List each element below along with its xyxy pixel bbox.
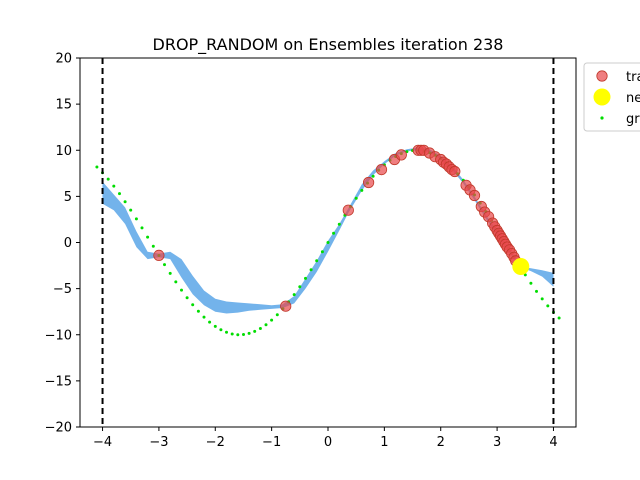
ground-truth-point (163, 263, 166, 267)
plot-area (95, 58, 561, 427)
ground-truth-point (275, 313, 279, 317)
y-tick-label: −5 (53, 282, 72, 297)
y-tick-label: 0 (64, 236, 72, 251)
ground-truth-point (292, 293, 296, 297)
new-point (512, 258, 530, 275)
training-point (280, 300, 292, 312)
legend-label: tra (626, 70, 640, 85)
y-tick-label: 5 (64, 190, 72, 205)
ground-truth-point (208, 320, 212, 324)
ground-truth-point (151, 244, 155, 248)
ground-truth-point (140, 226, 144, 230)
legend-marker-ground-truth (600, 116, 604, 120)
ground-truth-point (354, 196, 358, 200)
ground-truth-point (230, 332, 234, 336)
ground-truth-point (258, 327, 262, 330)
ground-truth-point (360, 188, 364, 192)
ground-truth-point (557, 316, 561, 320)
legend-label: gr (626, 112, 640, 127)
ground-truth-point (270, 318, 274, 322)
legend-marker-new-point (593, 88, 611, 106)
ground-truth-point (95, 165, 99, 169)
x-tick-label: 4 (549, 435, 557, 450)
ground-truth-point (309, 268, 313, 272)
plot-content (95, 58, 561, 427)
ground-truth-point (112, 184, 116, 188)
ground-truth-point (146, 235, 150, 239)
x-tick-label: 3 (493, 435, 501, 450)
ground-truth-point (202, 315, 206, 319)
x-tick-label: −4 (93, 435, 112, 450)
x-tick-label: 2 (437, 435, 445, 450)
ground-truth-point (219, 328, 223, 332)
x-tick-label: −2 (206, 435, 225, 450)
ground-truth-point (213, 324, 217, 328)
training-point (362, 176, 375, 189)
y-tick-label: −10 (45, 328, 72, 343)
ground-truth-point (174, 280, 178, 284)
ground-truth-point (315, 259, 319, 263)
x-tick-label: −1 (262, 435, 281, 450)
legend-label: ne (626, 91, 640, 106)
x-tick-label: 0 (324, 435, 332, 450)
y-tick-label: 20 (55, 52, 72, 67)
ground-truth-point (242, 333, 245, 336)
ground-truth-point (304, 276, 307, 280)
training-point (375, 164, 388, 176)
training-point (395, 149, 407, 161)
ground-truth-point (332, 231, 336, 235)
x-tick-label: 1 (380, 435, 388, 450)
y-tick-label: 10 (55, 144, 72, 159)
legend-box (583, 62, 640, 132)
training-point (342, 204, 354, 216)
ground-truth-point (298, 285, 302, 289)
ground-truth-point (168, 271, 172, 275)
y-tick-label: −15 (45, 374, 72, 389)
ground-truth-point (118, 192, 121, 196)
ground-truth-point (264, 323, 268, 327)
ground-truth-point (134, 217, 138, 221)
ground-truth-point (540, 297, 544, 301)
ground-truth-point (371, 174, 375, 178)
ground-truth-point (196, 309, 200, 313)
ground-truth-point (236, 333, 240, 337)
legend-marker-training (596, 70, 608, 82)
ground-truth-point (529, 281, 533, 285)
ground-truth-point (185, 296, 189, 300)
ground-truth-point (225, 330, 228, 334)
y-tick-label: −20 (45, 421, 72, 436)
ground-truth-point (180, 288, 183, 292)
training-point (449, 165, 461, 178)
ground-truth-point (337, 222, 341, 226)
x-tick-label: −3 (149, 435, 168, 450)
ground-truth-point (129, 208, 133, 212)
ground-truth-point (191, 303, 195, 307)
ground-truth-point (523, 273, 527, 277)
training-point (468, 189, 481, 202)
ground-truth-point (106, 177, 110, 181)
ground-truth-point (320, 250, 324, 254)
ground-truth-point (326, 241, 330, 244)
ground-truth-point (535, 289, 538, 293)
ground-truth-point (247, 331, 251, 335)
chart-title: DROP_RANDOM on Ensembles iteration 238 (153, 35, 504, 55)
ground-truth-point (123, 200, 127, 204)
legend: tra ne gr (583, 62, 640, 132)
ground-truth-point (253, 329, 257, 333)
y-tick-label: 15 (55, 98, 72, 113)
ground-truth-point (546, 304, 550, 308)
training-point (153, 249, 165, 261)
